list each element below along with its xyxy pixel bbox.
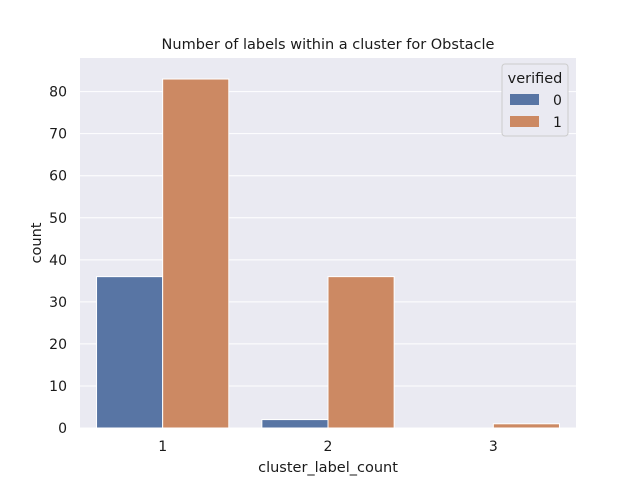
x-tick-label: 2 xyxy=(324,439,333,455)
x-axis-ticks: 1 2 3 xyxy=(158,439,498,455)
y-tick-label: 0 xyxy=(58,421,67,437)
y-tick-label: 20 xyxy=(49,337,67,353)
bar-3-verified-1 xyxy=(492,423,560,429)
chart-title: Number of labels within a cluster for Ob… xyxy=(162,37,495,53)
legend-label-0: 0 xyxy=(553,93,562,109)
x-axis-label: cluster_label_count xyxy=(258,460,398,476)
legend: verified 0 1 xyxy=(501,63,569,137)
bar-1-verified-1 xyxy=(162,78,230,429)
bar-2-verified-0 xyxy=(261,419,329,429)
y-tick-label: 50 xyxy=(49,211,67,227)
legend-title: verified xyxy=(508,71,563,87)
bar-1-verified-0 xyxy=(96,276,164,429)
y-axis-label: count xyxy=(29,222,45,263)
y-tick-label: 30 xyxy=(49,295,67,311)
legend-swatch-0 xyxy=(510,94,539,105)
y-tick-label: 10 xyxy=(49,379,67,395)
y-tick-label: 60 xyxy=(49,169,67,185)
bars xyxy=(96,78,560,429)
y-tick-label: 40 xyxy=(49,253,67,269)
y-tick-label: 70 xyxy=(49,127,67,143)
x-tick-label: 3 xyxy=(489,439,498,455)
legend-label-1: 1 xyxy=(553,115,562,131)
y-axis-ticks: 0 10 20 30 40 50 60 70 80 xyxy=(49,85,67,437)
legend-swatch-1 xyxy=(510,116,539,127)
x-tick-label: 1 xyxy=(158,439,167,455)
y-tick-label: 80 xyxy=(49,85,67,101)
bar-2-verified-1 xyxy=(327,276,395,429)
